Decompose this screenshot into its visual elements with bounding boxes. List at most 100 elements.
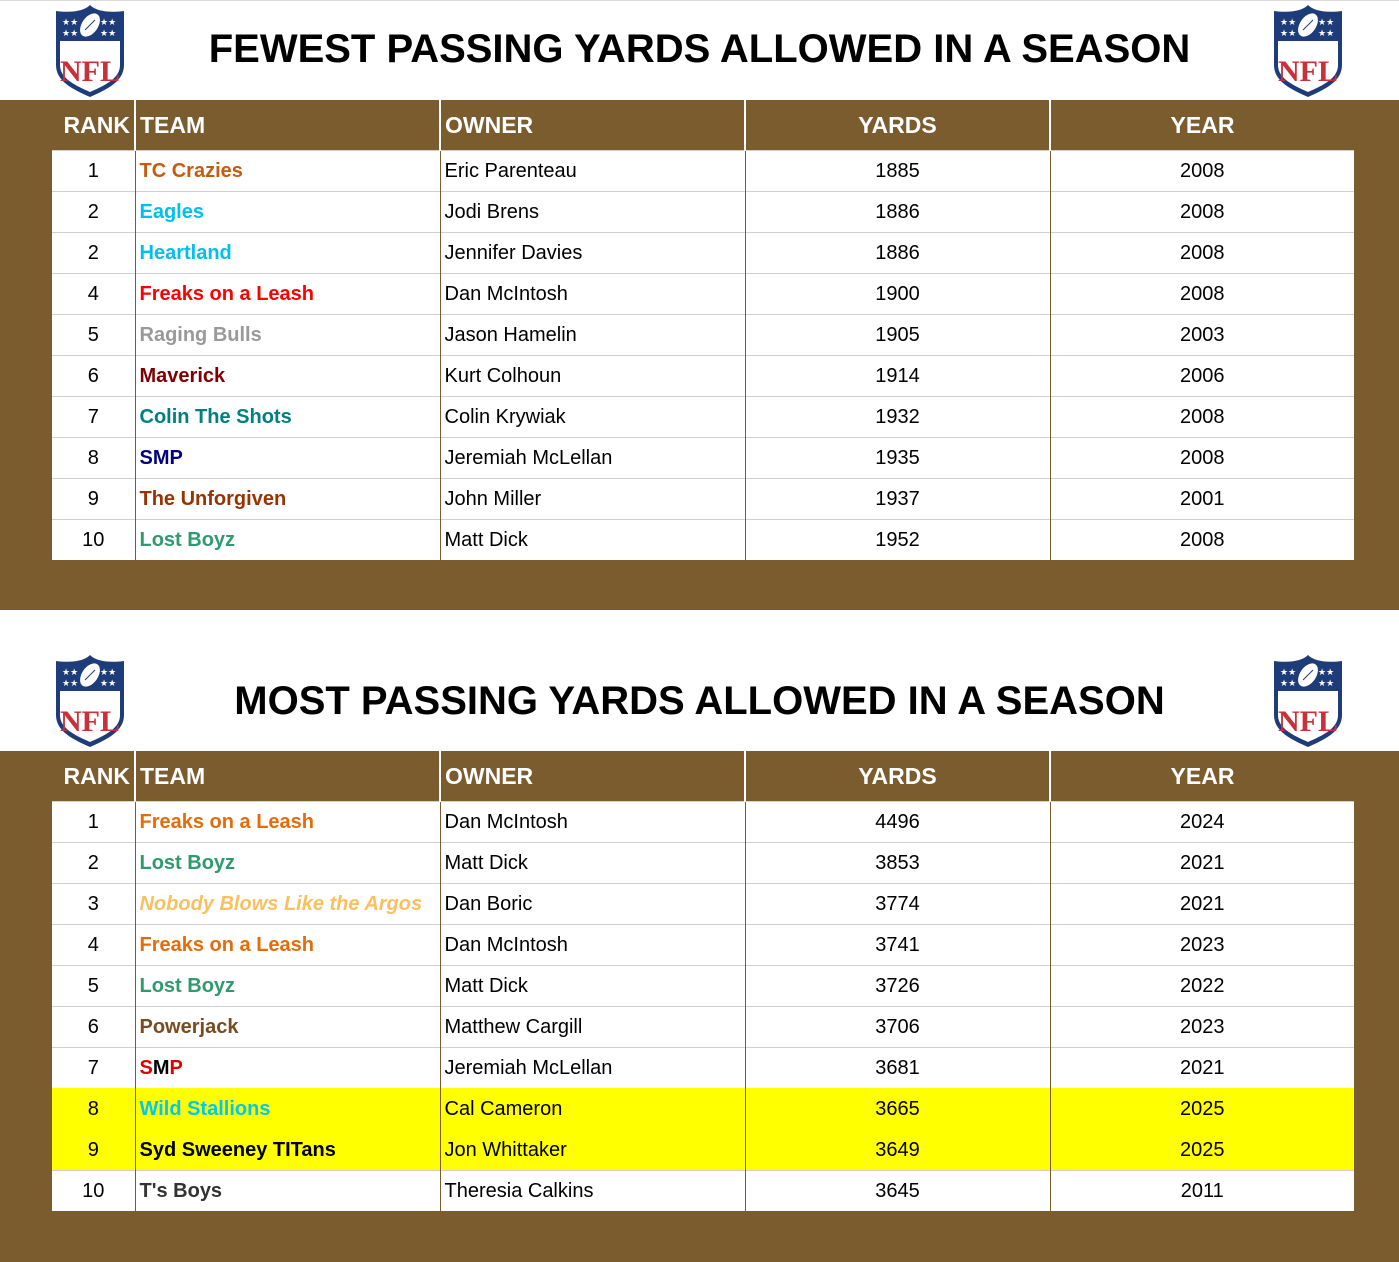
yards-column-header: YARDS [744, 751, 1050, 802]
svg-text:★★: ★★ [1280, 679, 1296, 689]
rank-cell: 6 [52, 1006, 135, 1048]
year-cell: 2021 [1049, 842, 1354, 884]
team-cell: Freaks on a Leash [134, 273, 440, 315]
svg-text:★★: ★★ [1318, 668, 1334, 678]
rank-column-header: RANK [63, 762, 130, 789]
owner-cell: Matt Dick [439, 965, 745, 1007]
most-header-band: ★★ ★★ ★★ ★★ NFL MOST PASSING YARDS ALLOWED… [0, 651, 1399, 751]
yards-cell: 1886 [744, 232, 1050, 274]
fewest-section: ★★ ★★ ★★ ★★ NFL FEWEST PASSING YARDS ALLOW… [0, 0, 1399, 610]
owner-cell: Colin Krywiak [439, 396, 745, 438]
team-cell: TC Crazies [134, 150, 440, 192]
svg-text:★★: ★★ [62, 18, 78, 28]
table-header-row: RANK TEAM OWNER YARDS YEAR [52, 751, 1354, 802]
yards-column-header: YARDS [744, 100, 1050, 151]
table-row: 2 Heartland Jennifer Davies 1886 2008 [52, 232, 1354, 274]
most-section: ★★ ★★ ★★ ★★ NFL MOST PASSING YARDS ALLOWED… [0, 651, 1399, 1262]
nfl-shield-icon: ★★★★ ★★★★ NFL [56, 5, 124, 97]
year-cell: 2025 [1049, 1088, 1354, 1130]
yards-cell: 1900 [744, 273, 1050, 315]
owner-cell: Kurt Colhoun [439, 355, 745, 397]
yards-cell: 1914 [744, 355, 1050, 397]
rank-cell: 1 [52, 801, 135, 843]
svg-text:★★: ★★ [1318, 18, 1334, 28]
fewest-header-band: ★★ ★★ ★★ ★★ NFL FEWEST PASSING YARDS ALLOW… [0, 0, 1399, 101]
table-row: 4 Freaks on a Leash Dan McIntosh 1900 2008 [52, 273, 1354, 315]
svg-text:★★: ★★ [62, 668, 78, 678]
yards-cell: 3706 [744, 1006, 1050, 1048]
table-row: 7 SMP Jeremiah McLellan 3681 2021 [52, 1047, 1354, 1089]
most-table: RANK TEAM OWNER YARDS YEAR 1 Freaks on a … [52, 751, 1354, 1211]
yards-cell: 3774 [744, 883, 1050, 925]
nfl-logo-left: ★★ ★★ ★★ ★★ NFL [52, 3, 128, 99]
svg-text:★★: ★★ [1280, 668, 1296, 678]
year-cell: 2023 [1049, 1006, 1354, 1048]
owner-cell: Dan McIntosh [439, 924, 745, 966]
owner-cell: Matthew Cargill [439, 1006, 745, 1048]
rank-cell: 6 [52, 355, 135, 397]
table-row: 8 Wild Stallions Cal Cameron 3665 2025 [52, 1088, 1354, 1130]
year-cell: 2011 [1049, 1170, 1354, 1211]
yards-cell: 3741 [744, 924, 1050, 966]
owner-cell: Jeremiah McLellan [439, 1047, 745, 1089]
team-cell: Lost Boyz [134, 965, 440, 1007]
team-column-header: TEAM [134, 751, 440, 802]
yards-cell: 4496 [744, 801, 1050, 843]
team-cell: Raging Bulls [134, 314, 440, 356]
rank-column-header: RANK [63, 111, 130, 138]
table-row: 6 Maverick Kurt Colhoun 1914 2006 [52, 355, 1354, 397]
yards-cell: 1905 [744, 314, 1050, 356]
table-row: 5 Raging Bulls Jason Hamelin 1905 2003 [52, 314, 1354, 356]
team-cell: Nobody Blows Like the Argos [134, 883, 440, 925]
svg-text:NFL: NFL [1278, 55, 1338, 88]
rank-cell: 7 [52, 396, 135, 438]
rank-cell: 2 [52, 232, 135, 274]
yards-cell: 3853 [744, 842, 1050, 884]
table-row: 2 Eagles Jodi Brens 1886 2008 [52, 191, 1354, 233]
year-cell: 2025 [1049, 1129, 1354, 1171]
owner-cell: Cal Cameron [439, 1088, 745, 1130]
rank-cell: 2 [52, 191, 135, 233]
owner-cell: Dan McIntosh [439, 801, 745, 843]
rank-cell: 2 [52, 842, 135, 884]
svg-text:★★: ★★ [1280, 29, 1296, 39]
team-cell: Syd Sweeney TITans [134, 1129, 440, 1171]
rank-cell: 5 [52, 314, 135, 356]
rank-cell: 1 [52, 150, 135, 192]
page-title: FEWEST PASSING YARDS ALLOWED IN A SEASON [208, 27, 1191, 71]
svg-text:★★: ★★ [1318, 29, 1334, 39]
team-cell: Lost Boyz [134, 842, 440, 884]
rank-cell: 5 [52, 965, 135, 1007]
owner-column-header: OWNER [439, 751, 745, 802]
svg-text:★★: ★★ [100, 29, 116, 39]
nfl-shield-icon: ★★★★ ★★★★ NFL [1274, 655, 1342, 747]
page-title: MOST PASSING YARDS ALLOWED IN A SEASON [234, 679, 1165, 723]
nfl-shield-icon: ★★★★ ★★★★ NFL [56, 655, 124, 747]
svg-text:NFL: NFL [60, 705, 120, 738]
team-name-part: M [152, 1056, 170, 1079]
svg-text:★★: ★★ [100, 679, 116, 689]
owner-column-header: OWNER [439, 100, 745, 151]
nfl-shield-icon: ★★★★ ★★★★ NFL [1274, 5, 1342, 97]
team-cell: Lost Boyz [134, 519, 440, 560]
table-row: 1 Freaks on a Leash Dan McIntosh 4496 2024 [52, 801, 1354, 843]
owner-cell: Jon Whittaker [439, 1129, 745, 1171]
table-row: 7 Colin The Shots Colin Krywiak 1932 2008 [52, 396, 1354, 438]
svg-text:★★: ★★ [100, 668, 116, 678]
owner-cell: Jodi Brens [439, 191, 745, 233]
rank-cell: 4 [52, 924, 135, 966]
owner-cell: Dan Boric [439, 883, 745, 925]
year-cell: 2021 [1049, 883, 1354, 925]
team-cell: Freaks on a Leash [134, 801, 440, 843]
team-cell: T's Boys [134, 1170, 440, 1211]
yards-cell: 1952 [744, 519, 1050, 560]
svg-text:★★: ★★ [62, 679, 78, 689]
rank-cell: 9 [52, 478, 135, 520]
fewest-table: RANK TEAM OWNER YARDS YEAR 1 TC Crazies Er… [52, 100, 1354, 560]
svg-text:NFL: NFL [1278, 705, 1338, 738]
year-cell: 2022 [1049, 965, 1354, 1007]
year-cell: 2008 [1049, 437, 1354, 479]
rank-cell: 7 [52, 1047, 135, 1089]
team-cell: Eagles [134, 191, 440, 233]
year-column-header: YEAR [1049, 100, 1354, 151]
